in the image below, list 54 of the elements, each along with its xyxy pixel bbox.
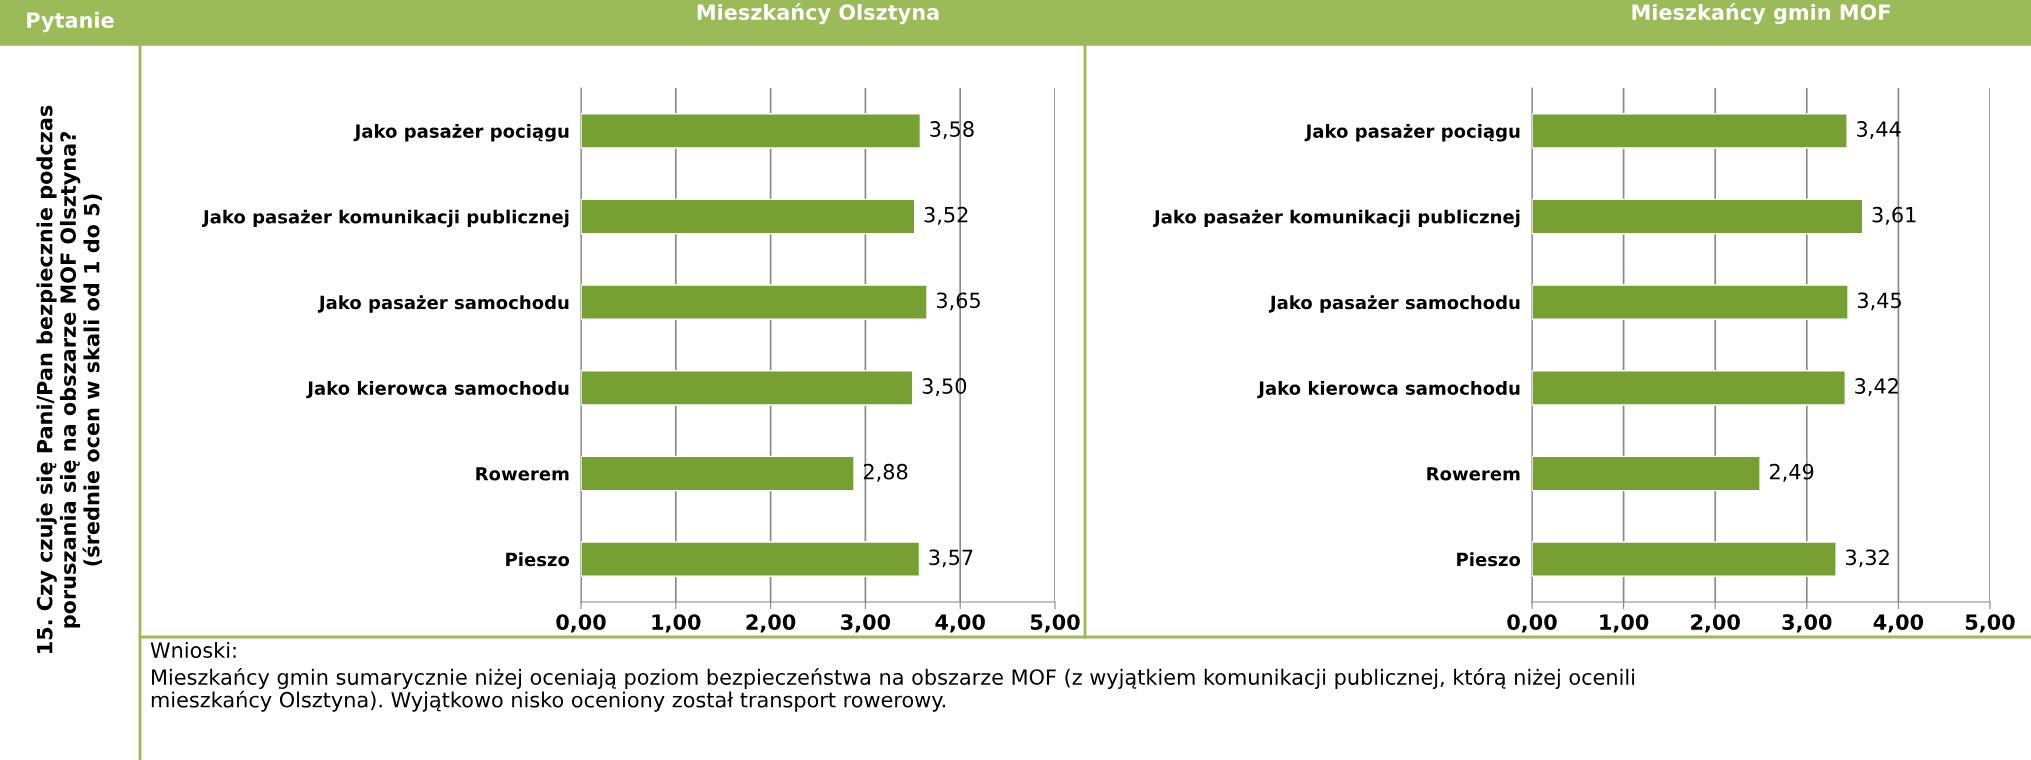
y-tick-label: Jako kierowca samochodu bbox=[1257, 380, 1520, 399]
bar bbox=[581, 370, 914, 406]
chart-title: Mieszkańcy gmin MOF bbox=[1632, 3, 1890, 25]
bar bbox=[581, 284, 928, 320]
text: Pytanie bbox=[27, 11, 114, 33]
x-tick-label: 4,00 bbox=[1873, 614, 1924, 633]
bar bbox=[581, 541, 921, 577]
bar bbox=[1532, 113, 1848, 149]
y-tick-label: Jako pasażer pociągu bbox=[1304, 123, 1520, 142]
data-label: 3,50 bbox=[922, 378, 967, 396]
y-tick-label: Jako kierowca samochodu bbox=[306, 380, 569, 399]
data-label: 2,49 bbox=[1769, 463, 1814, 482]
bar bbox=[581, 455, 855, 492]
bar bbox=[1532, 370, 1846, 406]
x-tick-label: 5,00 bbox=[1030, 614, 1080, 633]
data-label: 3,65 bbox=[936, 292, 980, 311]
y-tick-label: Pieszo bbox=[1457, 552, 1521, 567]
y-tick-label: Jako pasażer pociągu bbox=[353, 123, 569, 142]
bar bbox=[1532, 455, 1761, 492]
data-label: 2,88 bbox=[863, 463, 908, 482]
text: Wnioski: bbox=[150, 641, 236, 659]
y-tick-label: Pieszo bbox=[506, 552, 570, 567]
bar bbox=[1532, 284, 1849, 320]
text: 15. Czy czuje się Pani/Pan bezpiecznie podczas poruszania się na obszarze MOF Olsztyna? (średnie ocen w skali od 1 do 5) bbox=[36, 105, 102, 653]
x-tick-label: 3,00 bbox=[841, 614, 891, 633]
x-tick-label: 5,00 bbox=[1965, 614, 2015, 633]
x-tick-label: 0,00 bbox=[556, 614, 606, 633]
data-label: 3,32 bbox=[1846, 549, 1889, 568]
x-tick-label: 1,00 bbox=[1600, 614, 1649, 633]
y-tick-label: Rowerem bbox=[1427, 467, 1520, 481]
data-label: 3,52 bbox=[924, 206, 968, 225]
y-tick-label: Jako pasażer komunikacji publicznej bbox=[201, 209, 569, 228]
bar bbox=[581, 113, 922, 149]
x-tick-label: 2,00 bbox=[746, 614, 796, 633]
x-tick-label: 3,00 bbox=[1782, 614, 1832, 633]
y-tick-label: Jako pasażer samochodu bbox=[1268, 295, 1520, 313]
x-tick-label: 2,00 bbox=[1691, 614, 1740, 633]
data-label: 3,61 bbox=[1872, 206, 1916, 225]
x-tick-label: 4,00 bbox=[935, 614, 985, 633]
data-label: 3,44 bbox=[1857, 121, 1901, 139]
x-tick-label: 0,00 bbox=[1507, 614, 1557, 633]
y-tick-label: Jako pasażer komunikacji publicznej bbox=[1152, 209, 1520, 228]
x-tick-label: 1,00 bbox=[652, 614, 701, 633]
chart-title: Mieszkańcy Olsztyna bbox=[697, 3, 939, 25]
bar bbox=[1532, 541, 1837, 577]
data-label: 3,45 bbox=[1857, 292, 1901, 311]
data-label: 3,58 bbox=[930, 121, 974, 139]
bar bbox=[581, 198, 916, 235]
text: Mieszkańcy gmin sumarycznie niżej oceniają poziom bezpieczeństwa na obszarze MOF (z wyjątkiem komunikacji publicznej, którą niżej ocenili mieszkańcy Olsztyna). Wyjątkowo nisko oceniony został transport rowerowy. bbox=[151, 668, 1635, 712]
y-tick-label: Jako pasażer samochodu bbox=[317, 295, 569, 313]
data-label: 3,42 bbox=[1855, 378, 1898, 396]
data-label: 3,57 bbox=[929, 549, 973, 568]
bar bbox=[1532, 198, 1864, 235]
y-tick-label: Rowerem bbox=[476, 467, 569, 481]
